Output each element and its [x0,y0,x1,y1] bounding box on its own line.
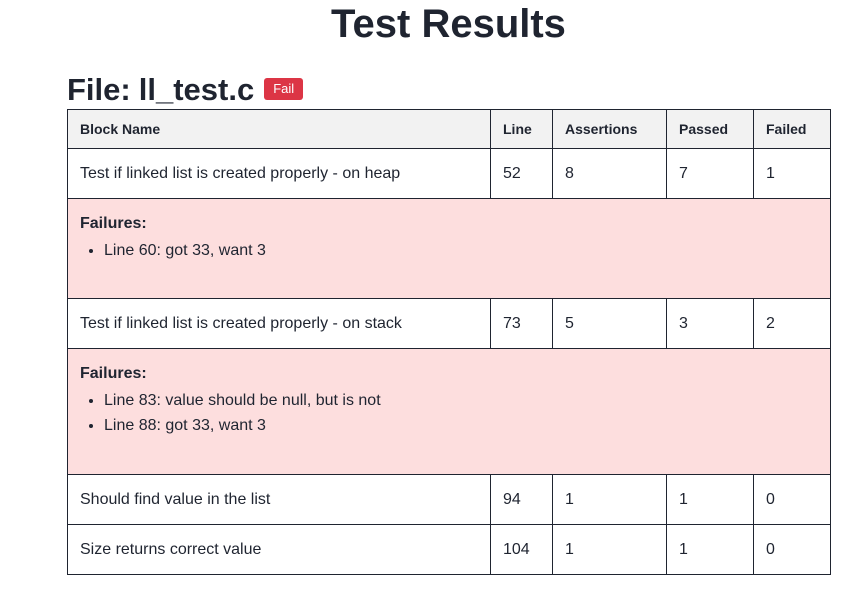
results-table: Block Name Line Assertions Passed Failed… [67,109,831,575]
passed-cell: 7 [666,148,754,199]
passed-cell: 1 [666,474,754,525]
assertions-cell: 5 [552,298,667,349]
failures-cell: Failures: Line 83: value should be null,… [67,348,831,475]
table-row: Test if linked list is created properly … [67,298,831,349]
status-badge: Fail [264,78,304,100]
failed-cell: 1 [753,148,831,199]
failures-list: Line 60: got 33, want 3 [80,238,818,263]
file-label: File: [67,72,131,107]
block-name-cell: Test if linked list is created properly … [67,298,491,349]
failures-title: Failures: [80,215,147,232]
column-header-assertions: Assertions [552,109,667,149]
table-header-row: Block Name Line Assertions Passed Failed [67,109,831,149]
failures-list: Line 83: value should be null, but is no… [80,388,818,438]
passed-cell: 1 [666,524,754,575]
table-row: Test if linked list is created properly … [67,148,831,199]
failures-row: Failures: Line 60: got 33, want 3 [67,198,831,299]
failure-item: Line 88: got 33, want 3 [104,413,818,438]
column-header-block-name: Block Name [67,109,491,149]
failed-cell: 0 [753,474,831,525]
line-cell: 52 [490,148,553,199]
table-row: Size returns correct value 104 1 1 0 [67,524,831,575]
line-cell: 104 [490,524,553,575]
failure-item: Line 60: got 33, want 3 [104,238,818,263]
failures-row: Failures: Line 83: value should be null,… [67,348,831,475]
failures-cell: Failures: Line 60: got 33, want 3 [67,198,831,299]
column-header-passed: Passed [666,109,754,149]
column-header-line: Line [490,109,553,149]
failed-cell: 2 [753,298,831,349]
file-name: ll_test.c [138,72,255,107]
failed-cell: 0 [753,524,831,575]
block-name-cell: Size returns correct value [67,524,491,575]
column-header-failed: Failed [753,109,831,149]
assertions-cell: 1 [552,474,667,525]
line-cell: 94 [490,474,553,525]
table-row: Should find value in the list 94 1 1 0 [67,474,831,525]
line-cell: 73 [490,298,553,349]
passed-cell: 3 [666,298,754,349]
page-title: Test Results [331,2,566,46]
block-name-cell: Should find value in the list [67,474,491,525]
failure-item: Line 83: value should be null, but is no… [104,388,818,413]
assertions-cell: 8 [552,148,667,199]
assertions-cell: 1 [552,524,667,575]
block-name-cell: Test if linked list is created properly … [67,148,491,199]
failures-title: Failures: [80,365,147,382]
file-heading: File: ll_test.c Fail [67,72,304,108]
